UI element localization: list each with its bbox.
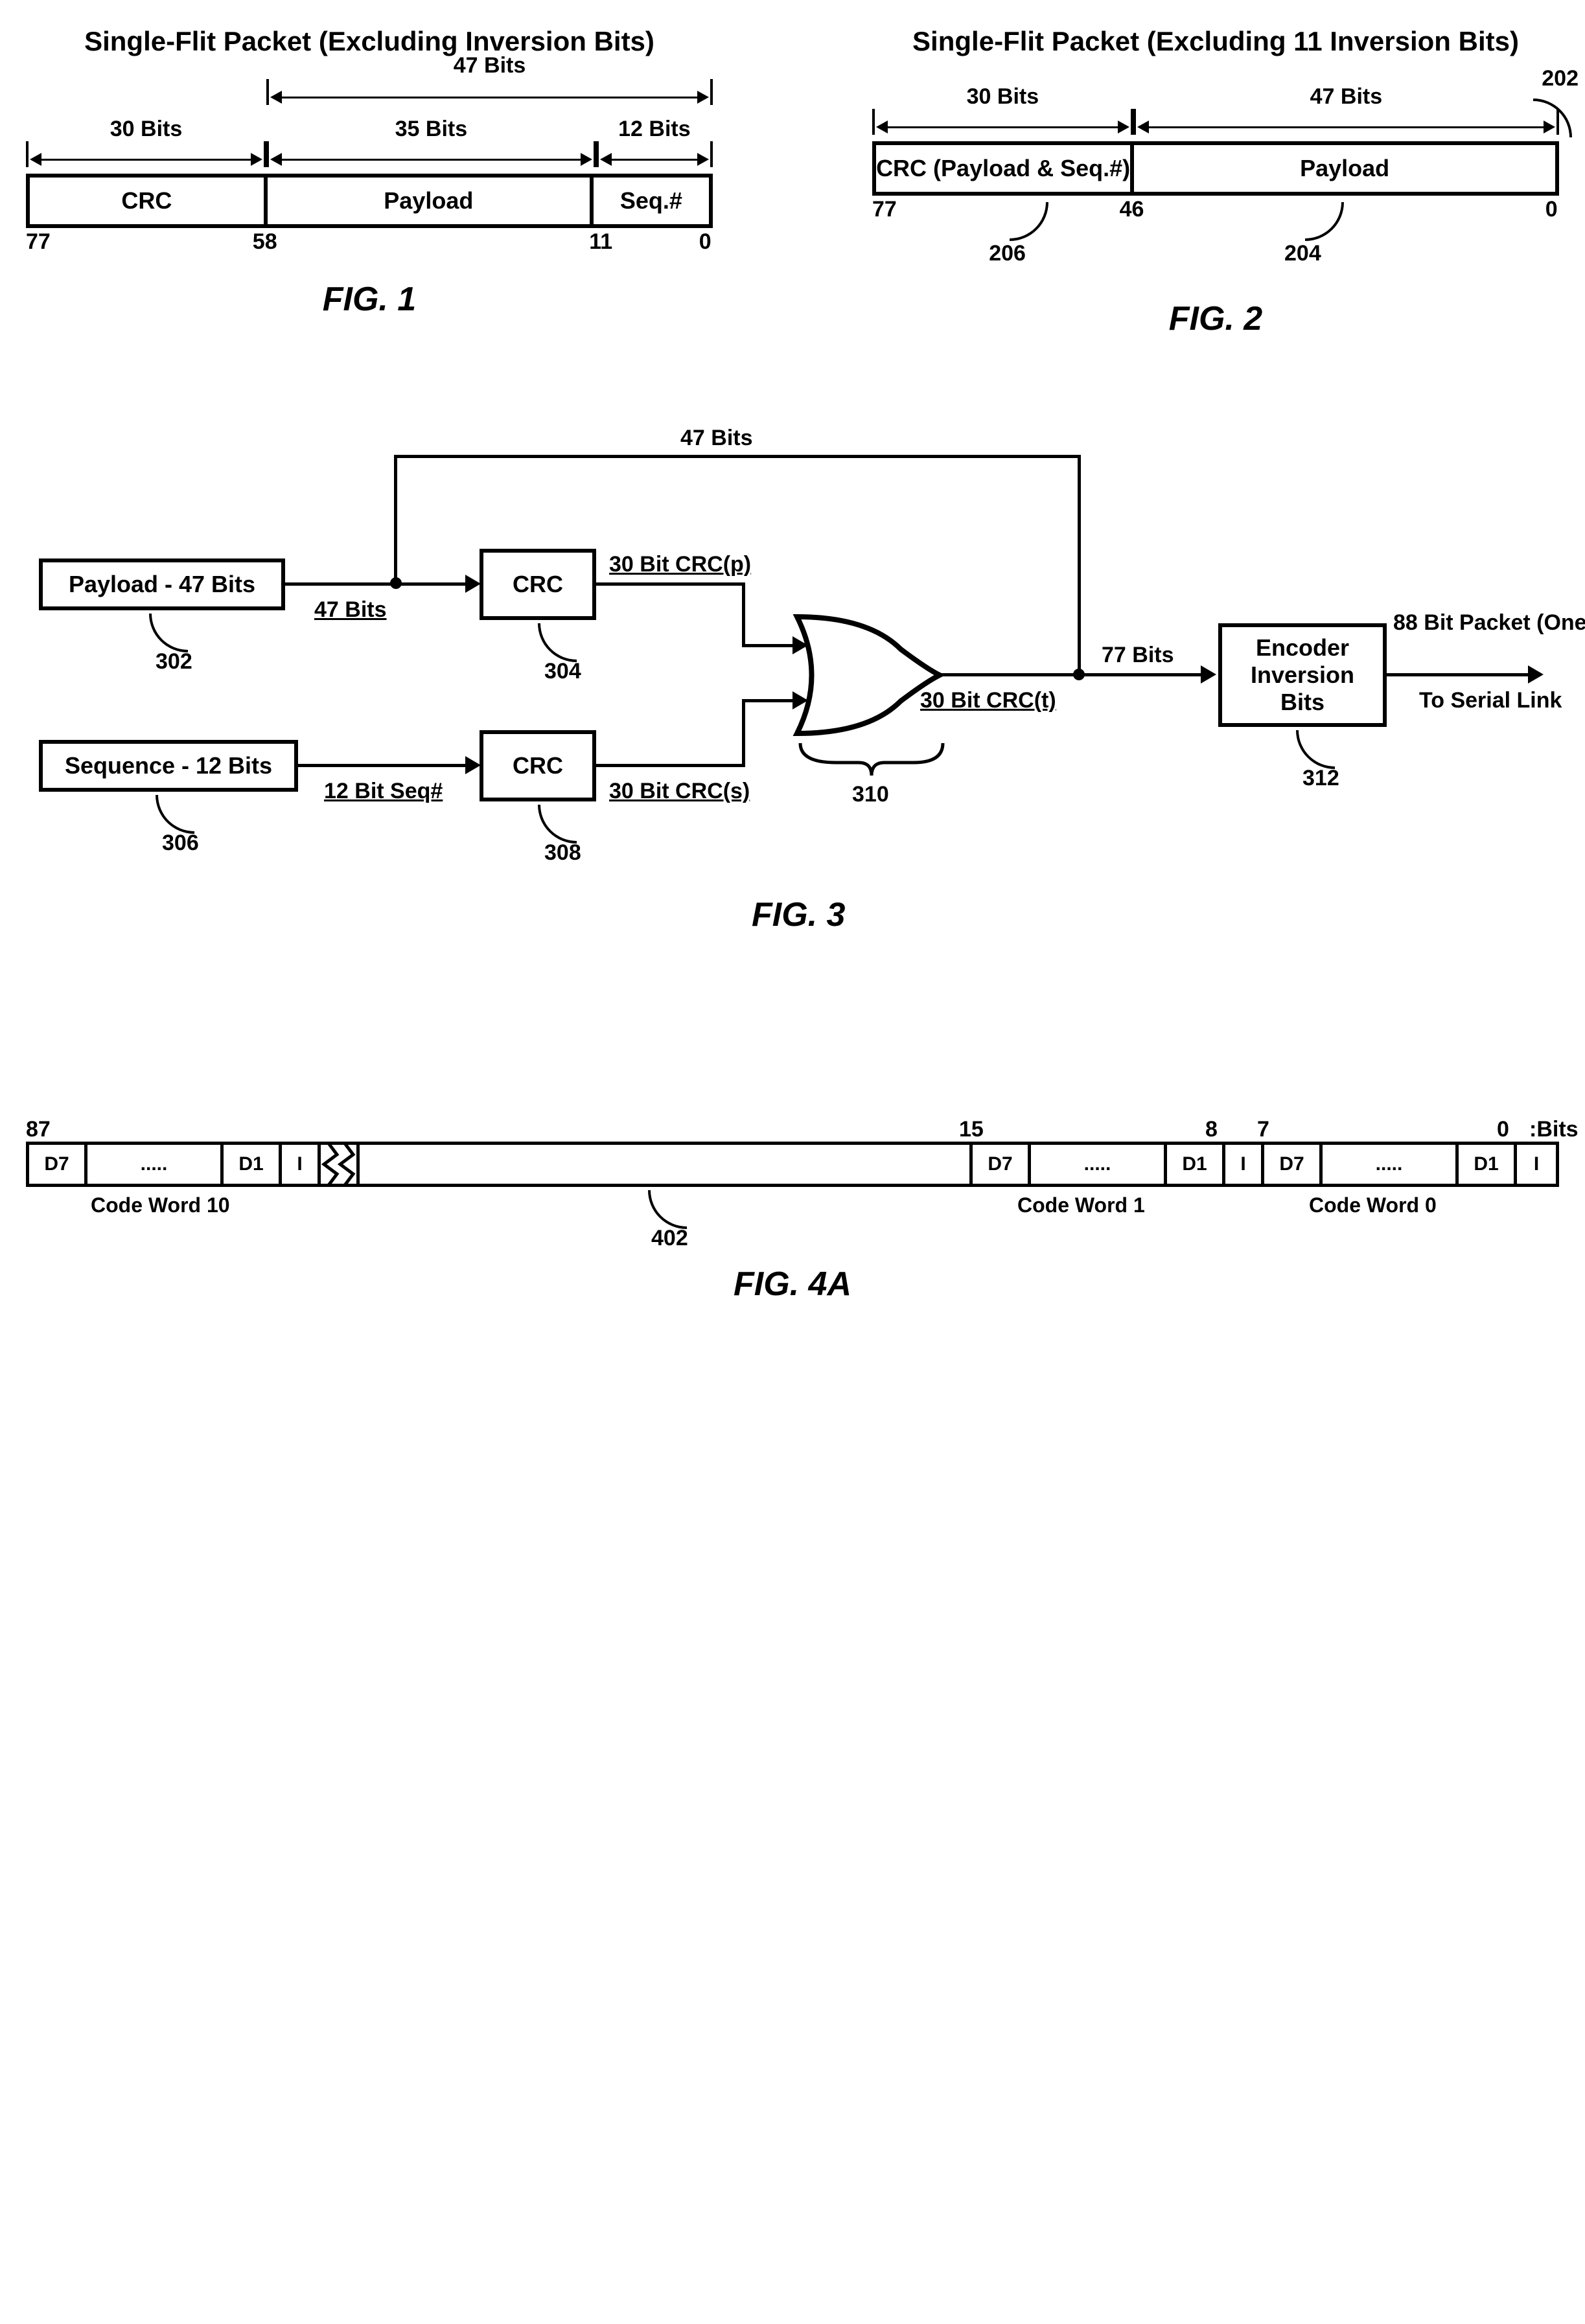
cw1-d1: D1: [1167, 1145, 1225, 1184]
cw-label-0: Code Word 0: [1309, 1193, 1437, 1217]
fig4-tick-87: 87: [26, 1117, 51, 1142]
lbl-88bit: 88 Bit Packet (One-Flit): [1393, 610, 1549, 636]
cw10-d7: D7: [29, 1145, 87, 1184]
fig1-packet: CRC Payload Seq.#: [26, 174, 713, 228]
crc-p-box: CRC: [480, 549, 596, 620]
fig2-tick-77: 77: [872, 197, 897, 222]
fig1-tick-58: 58: [253, 229, 277, 255]
fig1-seg-crc: CRC: [30, 178, 268, 224]
fig4-tick-bits: :Bits: [1529, 1117, 1579, 1142]
cw0-d7: D7: [1264, 1145, 1323, 1184]
fig1-label: FIG. 1: [26, 280, 713, 319]
lbl-serial: To Serial Link: [1419, 688, 1562, 713]
lbl-crcp: 30 Bit CRC(p): [609, 552, 751, 577]
cw-label-10: Code Word 10: [91, 1193, 230, 1217]
cw1-d7: D7: [973, 1145, 1031, 1184]
cw10-i: I: [282, 1145, 321, 1184]
cw0-dots: .....: [1323, 1145, 1459, 1184]
sequence-box: Sequence - 12 Bits: [39, 740, 298, 792]
callout-312: 312: [1302, 766, 1339, 791]
cw10-d1: D1: [224, 1145, 282, 1184]
crc-s-box: CRC: [480, 730, 596, 801]
figure-3: Payload - 47 Bits 302 Sequence - 12 Bits…: [26, 416, 1559, 999]
fig2-label: FIG. 2: [872, 299, 1559, 338]
fig2-dim1: 47 Bits: [1136, 84, 1556, 109]
cw0-i: I: [1517, 1145, 1556, 1184]
fig2-seg-payload: Payload: [1134, 145, 1555, 192]
fig1-tick-77: 77: [26, 229, 51, 255]
fig2-callout-206: 206: [989, 241, 1026, 266]
fig1-seg-seq: Seq.#: [594, 178, 709, 224]
fig2-packet: CRC (Payload & Seq.#) Payload: [872, 141, 1559, 196]
xor-gate-icon: [791, 610, 946, 740]
callout-310: 310: [852, 782, 889, 807]
cw1-i: I: [1225, 1145, 1264, 1184]
cw1-dots: .....: [1031, 1145, 1167, 1184]
figure-1: Single-Flit Packet (Excluding Inversion …: [26, 26, 713, 338]
callout-402: 402: [651, 1226, 688, 1251]
fig1-title: Single-Flit Packet (Excluding Inversion …: [26, 26, 713, 57]
lbl-crct: 30 Bit CRC(t): [920, 688, 1056, 713]
fig4-tick-8: 8: [1205, 1117, 1218, 1142]
fig2-title: Single-Flit Packet (Excluding 11 Inversi…: [872, 26, 1559, 57]
fig1-dim0: 30 Bits: [29, 117, 264, 142]
lbl-47bits-top: 47 Bits: [680, 426, 753, 451]
cw-label-1: Code Word 1: [1017, 1193, 1145, 1217]
callout-302: 302: [156, 649, 192, 674]
fig3-label: FIG. 3: [752, 895, 845, 934]
fig2-tick-46: 46: [1120, 197, 1144, 222]
fig4-label: FIG. 4A: [26, 1265, 1559, 1304]
lbl-12bit: 12 Bit Seq#: [324, 779, 443, 804]
fig4-tick-7: 7: [1257, 1117, 1269, 1142]
lbl-47bits: 47 Bits: [314, 597, 387, 623]
callout-306: 306: [162, 831, 199, 856]
fig4-tick-15: 15: [959, 1117, 984, 1142]
fig1-dim-total: 47 Bits: [269, 53, 710, 78]
fig2-dim0: 30 Bits: [875, 84, 1131, 109]
break-icon: [321, 1145, 360, 1184]
fig1-dim2: 12 Bits: [599, 117, 710, 142]
fig2-tick-0: 0: [1545, 197, 1558, 222]
fig2-callout-204: 204: [1284, 241, 1321, 266]
fig1-tick-0: 0: [699, 229, 712, 255]
fig2-seg-crc: CRC (Payload & Seq.#): [876, 145, 1134, 192]
fig1-dim1: 35 Bits: [269, 117, 594, 142]
lbl-crcs: 30 Bit CRC(s): [609, 779, 750, 804]
fig1-seg-payload: Payload: [268, 178, 594, 224]
fig4-strip: D7 ..... D1 I D7 ..... D1 I D7 ..... D1 …: [26, 1142, 1559, 1187]
payload-box: Payload - 47 Bits: [39, 558, 285, 610]
callout-304: 304: [544, 659, 581, 684]
cw10-dots: .....: [87, 1145, 224, 1184]
encoder-box: Encoder Inversion Bits: [1218, 623, 1387, 727]
figure-2: Single-Flit Packet (Excluding 11 Inversi…: [872, 26, 1559, 338]
fig2-callout-202: 202: [1542, 66, 1579, 91]
lbl-77bits: 77 Bits: [1102, 643, 1174, 668]
fig1-tick-11: 11: [589, 229, 612, 255]
cw0-d1: D1: [1459, 1145, 1517, 1184]
figure-4a: 87 15 8 7 0 :Bits D7 ..... D1 I D7 .....…: [26, 1116, 1559, 1304]
callout-308: 308: [544, 840, 581, 866]
fig4-tick-0: 0: [1497, 1117, 1509, 1142]
